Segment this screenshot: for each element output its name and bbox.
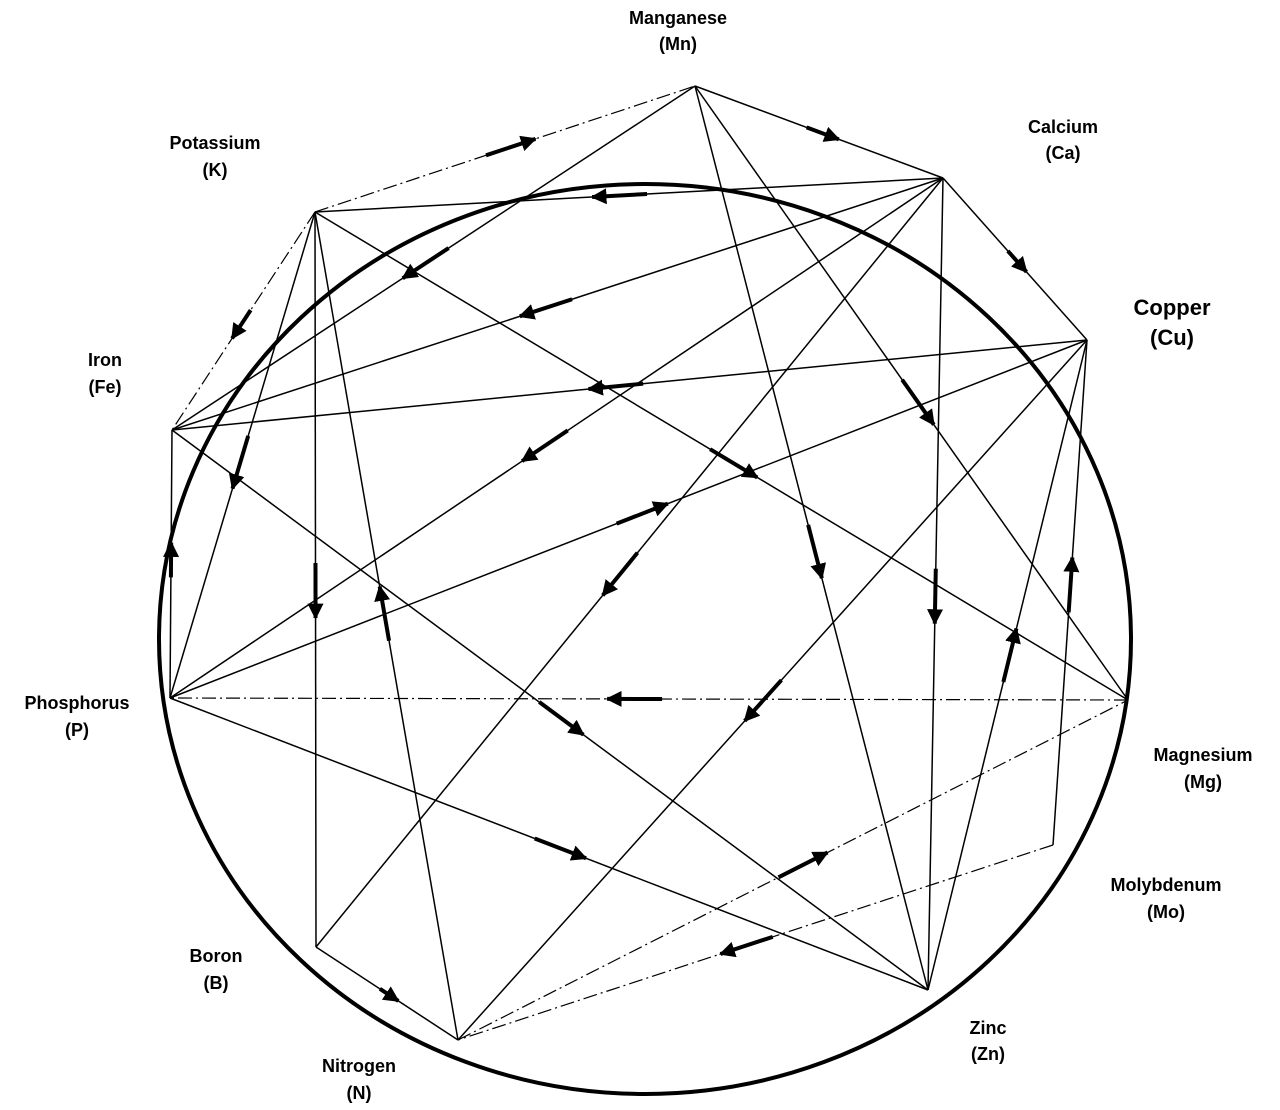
node-label-phosphorus: Phosphorus (P)	[24, 693, 129, 740]
arrow-edge-zn-cu	[1001, 626, 1021, 683]
arrow-edge-b-n	[378, 986, 400, 1003]
edge-mg-p	[169, 697, 1129, 701]
arrow-edge-mn-ca	[805, 125, 841, 142]
arrow-edge-n-k	[374, 584, 392, 642]
node-label-magnesium: Magnesium (Mg)	[1153, 745, 1252, 792]
arrow-edge-k-fe	[230, 309, 253, 340]
node-name: Calcium	[1028, 117, 1098, 137]
node-name: Nitrogen	[322, 1056, 396, 1076]
arrow-edge-k-mg	[709, 447, 759, 480]
arrow-edge-n-mg	[777, 850, 829, 880]
node-name: Zinc	[969, 1018, 1006, 1038]
edges-group	[169, 85, 1129, 1041]
node-symbol: (Zn)	[971, 1044, 1005, 1064]
node-label-nitrogen: Nitrogen (N)	[322, 1056, 396, 1103]
node-symbol: (Mg)	[1184, 772, 1222, 792]
arrow-edge-ca-k	[590, 188, 648, 205]
node-symbol: (Fe)	[89, 377, 122, 397]
arrow-edge-fe-zn	[538, 700, 585, 737]
node-label-calcium: Calcium (Ca)	[1028, 117, 1098, 163]
arrow-edge-k-p	[228, 435, 251, 491]
node-label-manganese: Manganese (Mn)	[629, 8, 727, 54]
node-label-zinc: Zinc (Zn)	[969, 1018, 1006, 1064]
node-label-iron: Iron (Fe)	[88, 350, 122, 397]
arrow-edge-mn-fe	[401, 246, 450, 280]
arrow-edge-ca-p	[520, 428, 569, 463]
arrow-edge-k-mn	[485, 135, 537, 158]
node-symbol: (Cu)	[1150, 325, 1194, 350]
node-name: Potassium	[169, 133, 260, 153]
node-name: Manganese	[629, 8, 727, 28]
edge-n-mg	[457, 699, 1129, 1041]
arrow-edge-p-zn	[533, 836, 588, 861]
node-name: Boron	[190, 946, 243, 966]
arrow-edge-ca-fe	[518, 297, 573, 320]
node-label-copper: Copper (Cu)	[1134, 295, 1211, 350]
node-label-molybdenum: Molybdenum (Mo)	[1111, 875, 1222, 922]
node-symbol: (N)	[347, 1083, 372, 1103]
node-symbol: (Mn)	[659, 34, 697, 54]
arrow-edge-ca-cu	[1006, 249, 1029, 274]
arrows-group	[163, 125, 1080, 1003]
node-name: Molybdenum	[1111, 875, 1222, 895]
arrow-edge-ca-b	[601, 551, 640, 597]
node-symbol: (B)	[204, 973, 229, 993]
arrow-edge-cu-fe	[586, 379, 644, 396]
node-label-boron: Boron (B)	[190, 946, 243, 993]
node-symbol: (Ca)	[1046, 143, 1081, 163]
node-name: Phosphorus	[24, 693, 129, 713]
node-symbol: (K)	[203, 160, 228, 180]
node-name: Magnesium	[1153, 745, 1252, 765]
arrow-edge-mn-mg	[900, 378, 936, 426]
node-label-potassium: Potassium (K)	[169, 133, 260, 180]
arrow-edge-p-cu	[615, 501, 670, 526]
arrow-edge-ca-zn	[927, 568, 944, 626]
arrow-edge-mo-cu	[1063, 555, 1080, 613]
arrow-edge-cu-n	[743, 678, 783, 723]
node-symbol: (Mo)	[1147, 902, 1185, 922]
node-name: Iron	[88, 350, 122, 370]
node-symbol: (P)	[65, 720, 89, 740]
outer-circle	[157, 182, 1133, 1096]
node-name: Copper	[1134, 295, 1211, 320]
arrow-edge-mn-zn	[806, 524, 827, 580]
arrow-edge-mo-n	[718, 934, 774, 958]
